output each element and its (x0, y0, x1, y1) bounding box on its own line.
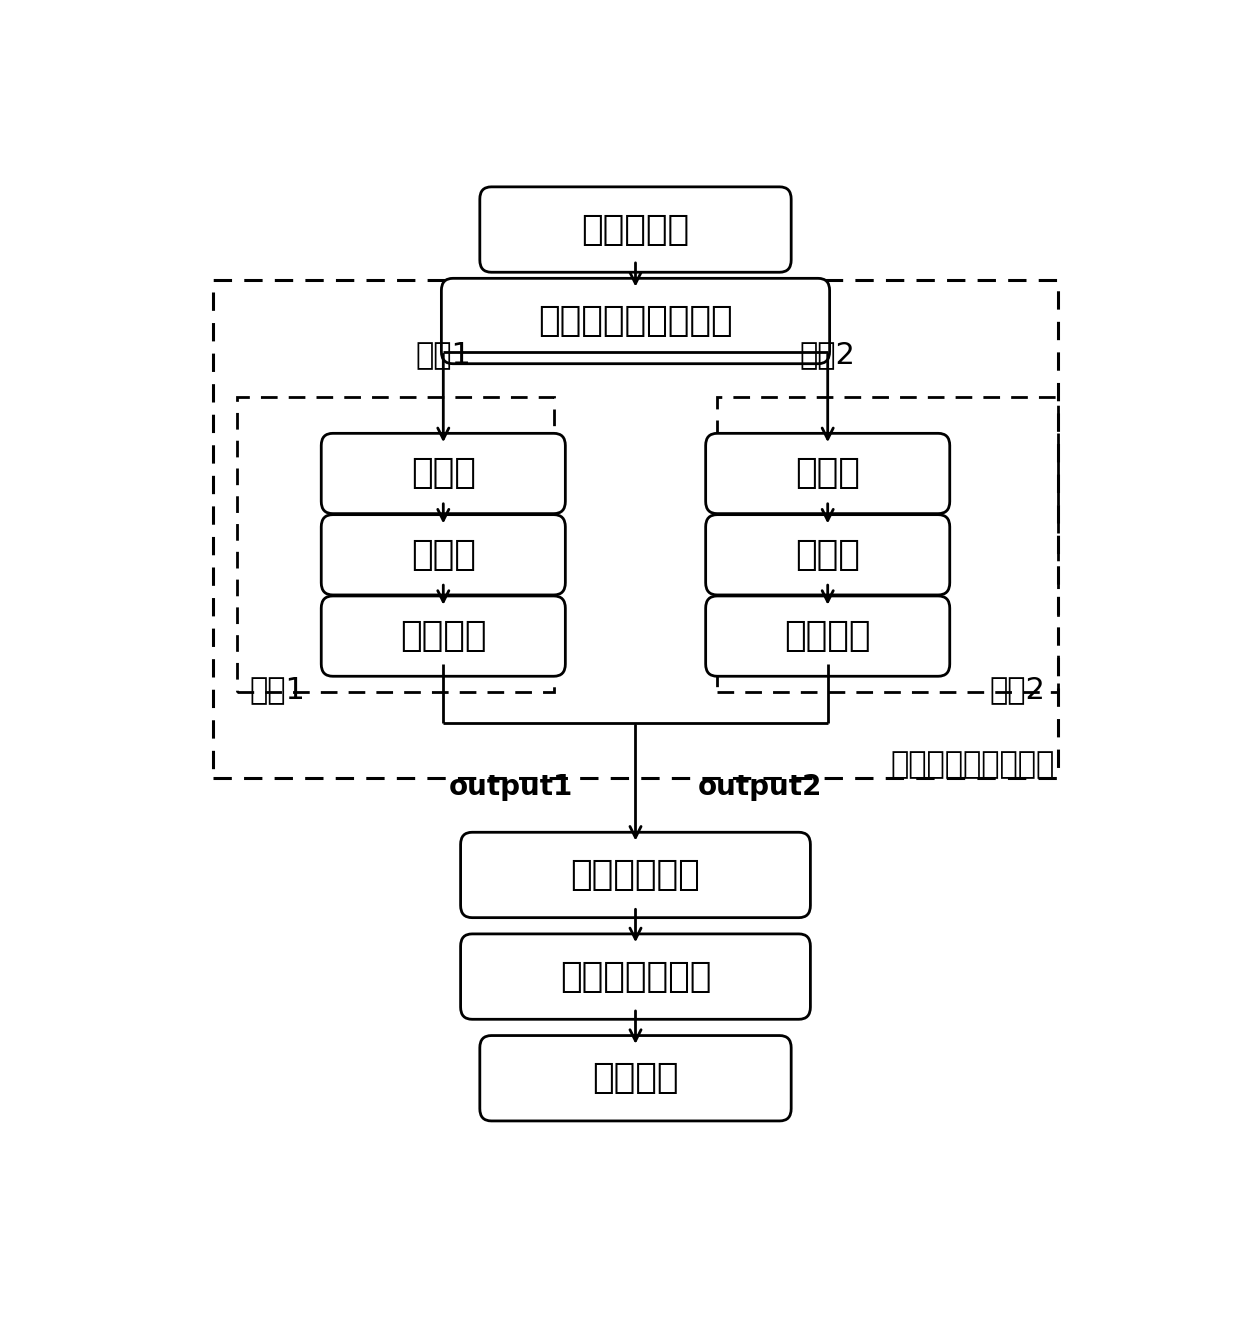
FancyBboxPatch shape (441, 279, 830, 364)
Text: 卷积层: 卷积层 (795, 457, 861, 491)
FancyBboxPatch shape (321, 515, 565, 595)
Text: 通道2: 通道2 (990, 675, 1045, 704)
Text: 特征1: 特征1 (415, 339, 471, 368)
FancyBboxPatch shape (706, 515, 950, 595)
FancyBboxPatch shape (321, 433, 565, 513)
Text: 输入层（特征拆分）: 输入层（特征拆分） (538, 304, 733, 338)
FancyBboxPatch shape (706, 433, 950, 513)
Text: 卷积层: 卷积层 (410, 457, 476, 491)
Text: 全连接层: 全连接层 (401, 619, 486, 653)
Text: 信号预处理: 信号预处理 (582, 213, 689, 247)
FancyBboxPatch shape (460, 935, 811, 1019)
Bar (213, 280, 1058, 779)
Bar (717, 397, 1058, 692)
Text: 特征融合网络: 特征融合网络 (570, 858, 701, 892)
Text: 虚警可控分类器: 虚警可控分类器 (559, 960, 712, 994)
FancyBboxPatch shape (480, 187, 791, 272)
Text: 分类结果: 分类结果 (593, 1061, 678, 1096)
FancyBboxPatch shape (460, 833, 811, 917)
Text: output2: output2 (698, 772, 822, 801)
Text: 池化层: 池化层 (410, 537, 476, 572)
Text: 池化层: 池化层 (795, 537, 861, 572)
FancyBboxPatch shape (706, 595, 950, 676)
Text: output1: output1 (449, 772, 573, 801)
Text: 双通道特征提取网络: 双通道特征提取网络 (890, 750, 1054, 779)
FancyBboxPatch shape (480, 1036, 791, 1121)
Text: 通道1: 通道1 (249, 675, 305, 704)
Text: 全连接层: 全连接层 (785, 619, 870, 653)
Text: 特征2: 特征2 (800, 339, 856, 368)
Bar (237, 397, 554, 692)
FancyBboxPatch shape (321, 595, 565, 676)
